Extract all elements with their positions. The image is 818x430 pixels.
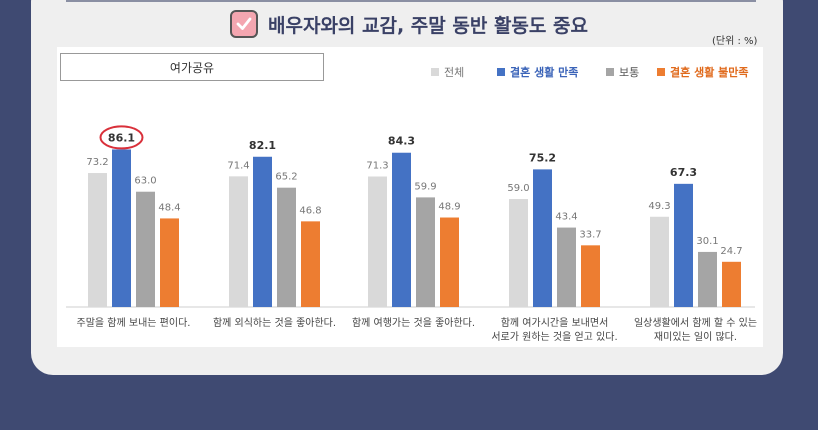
data-label: 33.7 [579,229,601,240]
data-label: 48.9 [438,202,460,213]
bar [229,176,248,307]
bar [277,187,296,307]
legend-swatch [497,68,505,76]
legend-swatch [657,68,665,76]
bar [368,176,387,307]
legend-label: 전체 [444,66,465,79]
data-label: 82.1 [249,139,276,152]
legend-label: 보통 [619,66,640,79]
top-divider [66,0,756,2]
data-label: 73.2 [86,157,108,168]
data-label: 86.1 [108,131,135,144]
legend-label: 결혼 생활 불만족 [670,66,749,79]
bar [650,216,669,307]
legend-label: 결혼 생활 만족 [510,66,579,79]
bar [88,173,107,307]
legend-item-dissatisfied: 결혼 생활 불만족 [657,64,749,80]
data-label: 84.3 [388,135,415,148]
data-label: 43.4 [555,212,577,223]
bar [533,169,552,307]
chart-subtitle: 여가공유 [60,53,324,81]
bar [674,183,693,307]
data-label: 71.4 [227,160,249,171]
legend-item-neutral: 보통 [606,64,639,80]
legend-item-satisfied: 결혼 생활 만족 [497,64,578,80]
data-label: 30.1 [696,236,718,247]
data-label: 46.8 [299,205,321,216]
bar [416,197,435,307]
data-label: 75.2 [529,151,556,164]
bar [253,156,272,307]
bar [301,221,320,307]
data-label: 63.0 [134,176,156,187]
category-label: 함께 외식하는 것을 좋아한다. [212,318,337,329]
category-label: 주말을 함께 보내는 편이다. [76,318,191,329]
category-label: 함께 여가시간을 보내면서 서로가 원하는 것을 얻고 있다. [491,318,618,343]
data-label: 67.3 [670,166,697,179]
category-label: 함께 여행가는 것을 좋아한다. [351,318,476,329]
data-label: 24.7 [720,246,742,257]
legend-swatch [606,68,614,76]
bar [722,261,741,307]
data-label: 65.2 [275,172,297,183]
data-label: 49.3 [648,201,670,212]
legend-swatch [431,68,439,76]
legend-item-total: 전체 [431,64,464,80]
checkbox-icon [230,10,258,38]
highlight-circle [99,125,144,150]
page-title: 배우자와의 교감, 주말 동반 활동도 중요 [268,15,588,37]
bar [698,251,717,307]
bar [440,217,459,307]
unit-label: (단위 : %) [712,36,758,47]
data-label: 71.3 [366,161,388,172]
bar [581,245,600,307]
bar [557,227,576,307]
bar [392,152,411,307]
bar [160,218,179,307]
data-label: 59.9 [414,181,436,192]
data-label: 59.0 [507,183,529,194]
bar [136,191,155,307]
category-label: 일상생활에서 함께 할 수 있는 재미있는 일이 많다. [633,318,758,343]
data-label: 48.4 [158,202,180,213]
bar [112,149,131,307]
bar [509,199,528,307]
